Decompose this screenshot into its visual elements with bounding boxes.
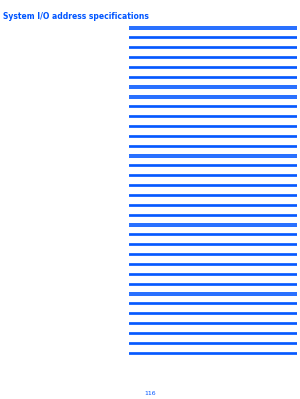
Text: System I/O address specifications: System I/O address specifications: [3, 12, 149, 21]
Text: 116: 116: [144, 391, 156, 396]
